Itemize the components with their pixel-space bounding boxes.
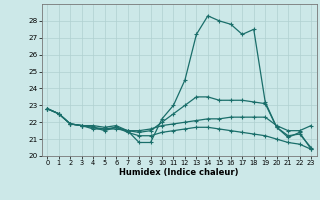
X-axis label: Humidex (Indice chaleur): Humidex (Indice chaleur)	[119, 168, 239, 177]
